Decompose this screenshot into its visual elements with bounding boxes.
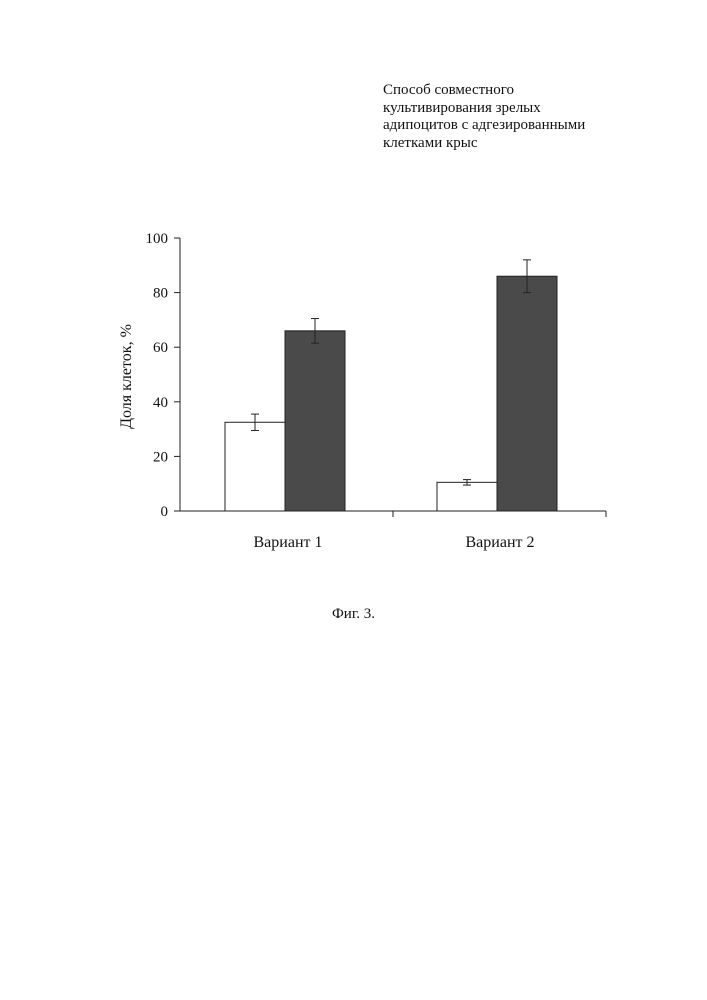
bar [285, 331, 345, 511]
y-tick-label: 40 [153, 395, 168, 411]
x-category-label: Вариант 2 [466, 534, 535, 551]
bars [225, 260, 557, 511]
y-tick-label: 80 [153, 286, 168, 302]
bar [497, 276, 557, 511]
y-tick-label: 20 [153, 449, 168, 465]
bar [437, 482, 497, 511]
y-tick-label: 0 [161, 504, 169, 520]
figure-caption: Фиг. 3. [0, 606, 707, 623]
y-tick-label: 100 [146, 231, 169, 247]
bar [225, 422, 285, 511]
y-tick-label: 60 [153, 340, 168, 356]
y-axis-label: Доля клеток, % [118, 324, 135, 429]
x-category-label: Вариант 1 [254, 534, 323, 551]
